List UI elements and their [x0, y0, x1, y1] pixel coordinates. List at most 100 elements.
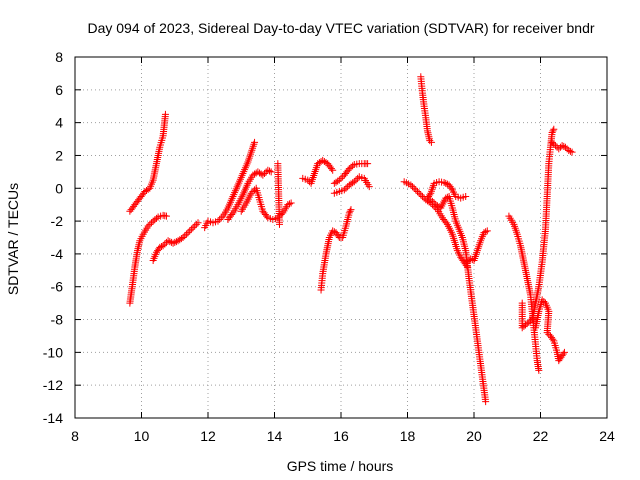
data-point [555, 145, 563, 153]
data-point [340, 186, 348, 194]
data-point [447, 184, 455, 192]
x-tick-label: 20 [466, 428, 482, 444]
data-point [259, 171, 267, 179]
data-point [549, 127, 557, 135]
y-tick-label: -8 [51, 312, 64, 328]
data-point [161, 240, 169, 248]
data-point [345, 209, 353, 217]
data-point [344, 166, 352, 174]
data-point [214, 217, 222, 225]
data-point [415, 189, 423, 197]
data-point [189, 224, 197, 232]
data-point [346, 207, 354, 215]
data-point [284, 201, 292, 209]
data-point [187, 225, 195, 233]
data-point [550, 125, 558, 133]
data-point [264, 166, 272, 174]
data-point [217, 214, 225, 222]
data-point [261, 170, 269, 178]
data-point [540, 297, 548, 305]
data-point [335, 176, 343, 184]
data-point [191, 222, 199, 230]
data-point [365, 183, 373, 191]
data-point [251, 138, 259, 146]
data-point [442, 219, 450, 227]
data-point [329, 166, 337, 174]
data-point [192, 220, 200, 228]
x-tick-label: 12 [200, 428, 216, 444]
x-tick-label: 24 [599, 428, 615, 444]
data-point [558, 142, 566, 150]
data-point [538, 296, 546, 304]
data-point [426, 137, 434, 145]
data-point [164, 237, 172, 245]
data-point [550, 140, 558, 148]
data-point [408, 183, 416, 191]
y-tick-label: -12 [43, 377, 63, 393]
y-tick-label: -6 [51, 279, 64, 295]
data-point [548, 138, 556, 146]
data-point [548, 128, 556, 136]
data-point [463, 258, 471, 266]
y-tick-label: 2 [55, 147, 63, 163]
y-tick-label: 6 [55, 82, 63, 98]
data-point [342, 184, 350, 192]
data-point [147, 219, 155, 227]
data-point [257, 170, 265, 178]
data-point [561, 143, 569, 151]
y-tick-label: -10 [43, 344, 63, 360]
data-point [275, 220, 283, 228]
x-tick-label: 16 [333, 428, 349, 444]
data-point [482, 398, 490, 406]
data-point [228, 211, 236, 219]
data-point [152, 214, 160, 222]
data-point [543, 329, 551, 337]
data-point [352, 176, 360, 184]
data-point [427, 196, 435, 204]
data-point [181, 232, 189, 240]
data-point [179, 234, 187, 241]
data-point [412, 186, 420, 194]
x-tick-label: 22 [533, 428, 549, 444]
data-point [266, 167, 274, 175]
data-point [442, 179, 450, 187]
x-tick-label: 8 [71, 428, 79, 444]
y-axis-label: SDTVAR / TECUs [5, 183, 21, 295]
data-point [349, 162, 357, 170]
y-tick-label: -4 [51, 246, 64, 262]
data-point [566, 147, 574, 155]
data-point [339, 173, 347, 181]
data-point [162, 212, 170, 220]
data-point [560, 348, 568, 356]
data-point [287, 199, 295, 207]
data-point [169, 239, 177, 247]
data-point [186, 227, 194, 235]
data-point [146, 220, 154, 228]
x-tick-label: 14 [267, 428, 283, 444]
x-tick-label: 18 [400, 428, 416, 444]
data-point [559, 350, 567, 358]
data-point [407, 181, 415, 189]
data-point [249, 188, 257, 196]
data-point [184, 229, 192, 237]
data-point [440, 179, 448, 187]
data-point [166, 238, 174, 246]
data-point [337, 174, 345, 182]
data-point [426, 191, 434, 199]
data-point [535, 366, 543, 374]
data-point [329, 227, 337, 235]
data-point [144, 222, 152, 230]
data-point [304, 176, 312, 184]
data-point [462, 192, 470, 200]
chart-title: Day 094 of 2023, Sidereal Day-to-day VTE… [87, 20, 594, 36]
data-point [182, 230, 190, 238]
data-point [156, 243, 164, 251]
data-point [482, 228, 490, 236]
x-tick-label: 10 [134, 428, 150, 444]
data-point [247, 189, 255, 197]
data-point [354, 174, 362, 182]
data-points [126, 73, 576, 406]
data-point [364, 160, 372, 168]
